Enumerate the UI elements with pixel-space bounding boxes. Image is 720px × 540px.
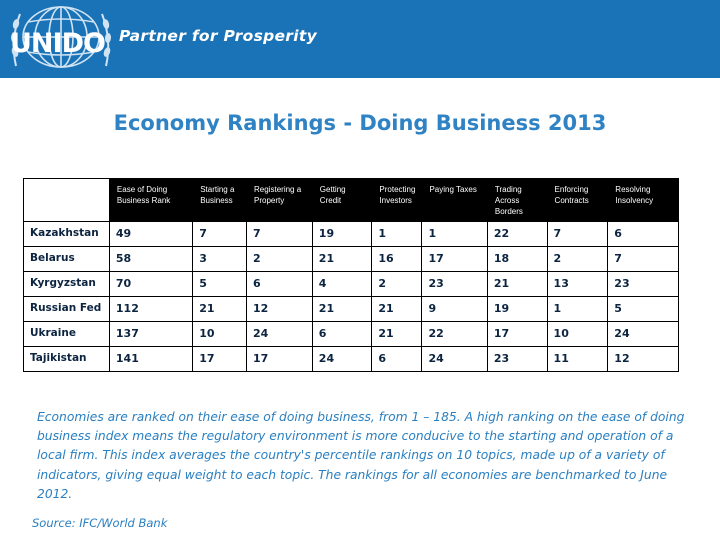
rank-cell: 9 — [421, 296, 488, 322]
rank-cell: 17 — [486, 321, 548, 347]
rank-cell: 16 — [371, 246, 423, 272]
country-cell: Ukraine — [23, 321, 110, 347]
rank-cell: 7 — [546, 221, 609, 247]
country-cell: Russian Fed — [23, 296, 110, 322]
rank-cell: 7 — [607, 246, 679, 272]
rank-cell: 3 — [192, 246, 248, 272]
rank-cell: 58 — [108, 246, 194, 272]
rank-cell: 19 — [486, 296, 548, 322]
rank-cell: 6 — [371, 346, 423, 372]
rank-cell: 12 — [607, 346, 679, 372]
rank-cell: 21 — [311, 246, 373, 272]
column-header: Trading Across Borders — [486, 178, 548, 222]
rank-cell: 10 — [192, 321, 248, 347]
column-header: Enforcing Contracts — [546, 178, 609, 222]
rank-cell: 11 — [546, 346, 609, 372]
table-row: Tajikistan 141 17 17 24 6 24 23 11 12 — [23, 346, 679, 372]
rank-cell: 2 — [246, 246, 313, 272]
column-header: Starting a Business — [192, 178, 248, 222]
rank-cell: 23 — [607, 271, 679, 297]
rank-cell: 2 — [546, 246, 609, 272]
column-header: Registering a Property — [246, 178, 313, 222]
rank-cell: 1 — [421, 221, 488, 247]
rank-cell: 24 — [421, 346, 488, 372]
rank-cell: 21 — [486, 271, 548, 297]
rank-cell: 22 — [486, 221, 548, 247]
tagline: Partner for Prosperity — [119, 27, 317, 45]
rank-cell: 10 — [546, 321, 609, 347]
country-cell: Belarus — [23, 246, 110, 272]
rank-cell: 18 — [486, 246, 548, 272]
rank-cell: 24 — [607, 321, 679, 347]
rank-cell: 70 — [108, 271, 194, 297]
rank-cell: 4 — [311, 271, 373, 297]
rank-cell: 112 — [108, 296, 194, 322]
rank-cell: 6 — [246, 271, 313, 297]
rank-cell: 6 — [607, 221, 679, 247]
rank-cell: 22 — [421, 321, 488, 347]
column-header: Getting Credit — [311, 178, 373, 222]
rank-cell: 137 — [108, 321, 194, 347]
rank-cell: 1 — [546, 296, 609, 322]
country-cell: Tajikistan — [23, 346, 110, 372]
country-cell: Kazakhstan — [23, 221, 110, 247]
rank-cell: 7 — [246, 221, 313, 247]
table-row: Kyrgyzstan 70 5 6 4 2 23 21 13 23 — [23, 271, 679, 297]
rank-cell: 5 — [192, 271, 248, 297]
table-row: Belarus 58 3 2 21 16 17 18 2 7 — [23, 246, 679, 272]
rank-cell: 5 — [607, 296, 679, 322]
table-row: Ukraine 137 10 24 6 21 22 17 10 24 — [23, 321, 679, 347]
rank-cell: 13 — [546, 271, 609, 297]
column-header: Resolving Insolvency — [607, 178, 679, 222]
rank-cell: 17 — [421, 246, 488, 272]
rank-cell: 17 — [246, 346, 313, 372]
rank-cell: 2 — [371, 271, 423, 297]
rank-cell: 17 — [192, 346, 248, 372]
rank-cell: 12 — [246, 296, 313, 322]
explanatory-note: Economies are ranked on their ease of do… — [37, 410, 685, 501]
column-header: Protecting Investors — [371, 178, 423, 222]
rank-cell: 21 — [311, 296, 373, 322]
table-header-row: Ease of Doing Business Rank Starting a B… — [23, 178, 679, 222]
rank-cell: 23 — [421, 271, 488, 297]
rankings-table: Ease of Doing Business Rank Starting a B… — [23, 178, 679, 372]
country-cell: Kyrgyzstan — [23, 271, 110, 297]
rank-cell: 21 — [192, 296, 248, 322]
source-citation: Source: IFC/World Bank — [32, 516, 168, 530]
column-header: Ease of Doing Business Rank — [108, 178, 194, 222]
rank-cell: 6 — [311, 321, 373, 347]
unido-logo: UNIDO — [6, 4, 116, 74]
rank-cell: 141 — [108, 346, 194, 372]
page-title: Economy Rankings - Doing Business 2013 — [113, 111, 607, 135]
header-banner: UNIDO Partner for Prosperity — [0, 0, 720, 78]
logo-text: UNIDO — [10, 28, 106, 59]
header-corner-cell — [23, 178, 110, 222]
table-row: Kazakhstan 49 7 7 19 1 1 22 7 6 — [23, 221, 679, 247]
column-header: Paying Taxes — [421, 178, 488, 222]
rank-cell: 21 — [371, 296, 423, 322]
rank-cell: 23 — [486, 346, 548, 372]
rank-cell: 21 — [371, 321, 423, 347]
rank-cell: 7 — [192, 221, 248, 247]
rank-cell: 24 — [311, 346, 373, 372]
un-emblem-icon — [10, 6, 112, 68]
rank-cell: 49 — [108, 221, 194, 247]
rank-cell: 19 — [311, 221, 373, 247]
table-row: Russian Fed 112 21 12 21 21 9 19 1 5 — [23, 296, 679, 322]
rank-cell: 24 — [246, 321, 313, 347]
rank-cell: 1 — [371, 221, 423, 247]
